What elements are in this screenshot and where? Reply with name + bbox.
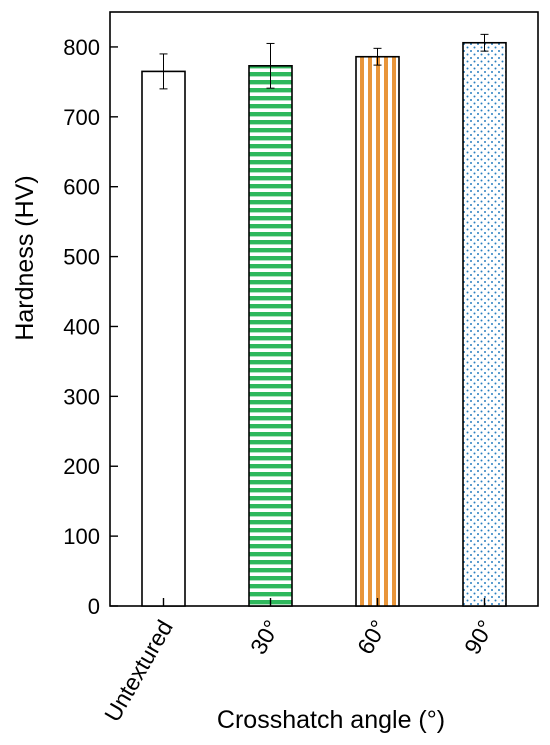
- y-axis-title: Hardness (HV): [11, 175, 39, 340]
- x-tick-label: 30°: [245, 616, 285, 659]
- plot-frame: [109, 11, 539, 607]
- x-tick-label: 60°: [352, 616, 392, 659]
- x-tick-label: Untextured: [99, 616, 178, 726]
- y-tick-label: 600: [63, 175, 100, 200]
- y-tick-label: 400: [63, 314, 100, 339]
- y-tick-label: 0: [88, 594, 100, 619]
- y-tick-label: 500: [63, 245, 100, 270]
- bar: [355, 55, 400, 607]
- bar: [248, 65, 293, 607]
- bar: [462, 41, 507, 607]
- bars: [141, 41, 507, 607]
- x-tick-label: 90°: [459, 616, 499, 659]
- y-tick-label: 700: [63, 105, 100, 130]
- y-tick-label: 100: [63, 524, 100, 549]
- y-tick-label: 200: [63, 454, 100, 479]
- bar: [141, 70, 186, 607]
- y-tick-label: 800: [63, 35, 100, 60]
- y-axis-ticks: 0 100 200 300 400 500 600 700 800: [63, 35, 118, 619]
- x-axis-title: Crosshatch angle (°): [217, 706, 445, 734]
- error-bars: [159, 33, 489, 90]
- y-tick-label: 300: [63, 384, 100, 409]
